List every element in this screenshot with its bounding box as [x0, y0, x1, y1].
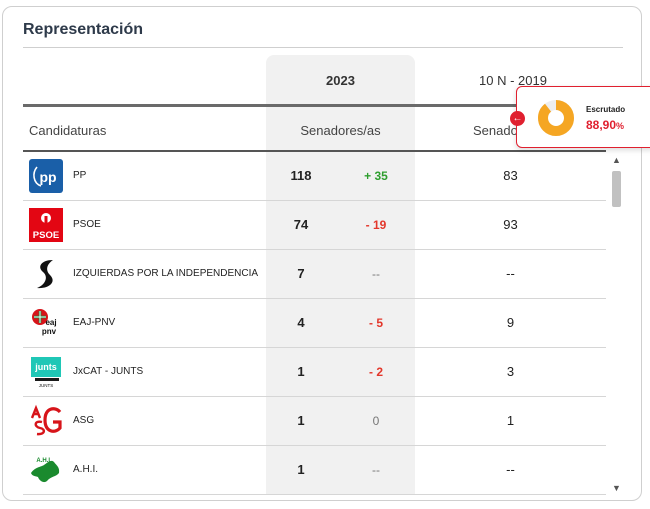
seats-difference: --: [372, 463, 380, 477]
seats-2019: --: [506, 266, 515, 281]
seats-2019: 9: [506, 315, 515, 330]
ahi-logo: A.H.I.: [29, 453, 63, 487]
seats-2023: 1: [297, 413, 305, 428]
party-name: JxCAT - JUNTS: [73, 366, 144, 377]
seats-2023: 1: [297, 364, 305, 379]
table-row: ASG 1 0 1: [23, 397, 606, 446]
donut-progress-arc: [538, 100, 574, 136]
eaj-logo-text-bottom: pnv: [42, 327, 57, 336]
psoe-logo-text: PSOE: [33, 230, 59, 241]
party-name: IZQUIERDAS POR LA INDEPENDENCIA: [73, 268, 259, 279]
eaj-logo-text-top: eaj: [45, 318, 56, 327]
table-row: A.H.I. A.H.I. 1 -- --: [23, 446, 606, 495]
seats-2023: 118: [290, 168, 312, 183]
title-divider: [23, 47, 623, 48]
party-name: A.H.I.: [73, 464, 99, 475]
seats-difference: - 19: [365, 218, 387, 232]
header-year-2023: 2023: [326, 73, 355, 88]
junts-logo-text-top: junts: [34, 362, 57, 372]
seats-difference: + 35: [364, 169, 388, 183]
header-divider: [23, 104, 606, 107]
results-table: pp PP 118 + 35 83 PSOE PSOE 74 - 19 93: [23, 152, 606, 495]
party-name: EAJ-PNV: [73, 317, 116, 328]
scroll-up-arrow-icon[interactable]: ▲: [612, 155, 621, 165]
seats-2019: 83: [503, 168, 518, 183]
seats-2023: 4: [297, 315, 305, 330]
seats-2023: 7: [297, 266, 305, 281]
scrutiny-panel: ← Escrutado 88,90%: [510, 86, 650, 148]
party-name: PSOE: [73, 219, 101, 230]
subheader-divider: [23, 150, 606, 152]
collapse-arrow-icon[interactable]: ←: [510, 111, 525, 126]
ahi-logo-text: A.H.I.: [36, 458, 52, 464]
asg-logo: [29, 404, 63, 438]
scroll-down-arrow-icon[interactable]: ▼: [612, 483, 621, 493]
pp-logo: pp: [29, 159, 63, 193]
seats-2019: 1: [506, 413, 515, 428]
seats-2023: 74: [293, 217, 309, 232]
column-2023-highlight: [266, 55, 415, 495]
header-year-2019: 10 N - 2019: [479, 73, 547, 88]
header-senadores-2023: Senadores/as: [300, 123, 381, 138]
seats-2019: --: [506, 462, 515, 477]
junts-logo-text-bottom: JUNTS: [39, 383, 54, 388]
eaj-pnv-logo: eaj pnv: [29, 306, 63, 340]
psoe-logo: PSOE: [29, 208, 63, 242]
table-row: junts JUNTS JxCAT - JUNTS 1 - 2 3: [23, 348, 606, 397]
scrutiny-number: 88,90: [586, 118, 617, 132]
header-candidaturas: Candidaturas: [29, 123, 107, 138]
party-name: PP: [73, 170, 87, 181]
seats-2019: 3: [506, 364, 515, 379]
scrutiny-label: Escrutado: [586, 105, 626, 114]
seats-difference: --: [372, 267, 380, 281]
table-row: eaj pnv EAJ-PNV 4 - 5 9: [23, 299, 606, 348]
seats-2019: 93: [503, 217, 518, 232]
table-row: IZQUIERDAS POR LA INDEPENDENCIA 7 -- --: [23, 250, 606, 299]
party-name: ASG: [73, 415, 95, 426]
seats-2023: 1: [297, 462, 305, 477]
table-row: PSOE PSOE 74 - 19 93: [23, 201, 606, 250]
seats-difference: - 2: [368, 365, 383, 379]
section-title: Representación: [23, 21, 144, 38]
table-row: pp PP 118 + 35 83: [23, 152, 606, 201]
table-scrollbar[interactable]: ▲ ▼: [610, 155, 622, 493]
header-senadores-2019: Senado: [473, 123, 518, 138]
seats-difference: 0: [372, 414, 380, 428]
seats-difference: - 5: [368, 316, 383, 330]
scrutiny-value: 88,90%: [586, 118, 624, 132]
scrutiny-unit: %: [616, 121, 625, 131]
scrutiny-donut: [538, 100, 574, 136]
svg-text:pp: pp: [39, 169, 56, 185]
izquierdas-logo: [29, 257, 63, 291]
scrollbar-thumb[interactable]: [612, 171, 621, 207]
representation-card: Representación 2023 10 N - 2019 Candidat…: [2, 6, 642, 501]
junts-logo: junts JUNTS: [29, 355, 63, 389]
